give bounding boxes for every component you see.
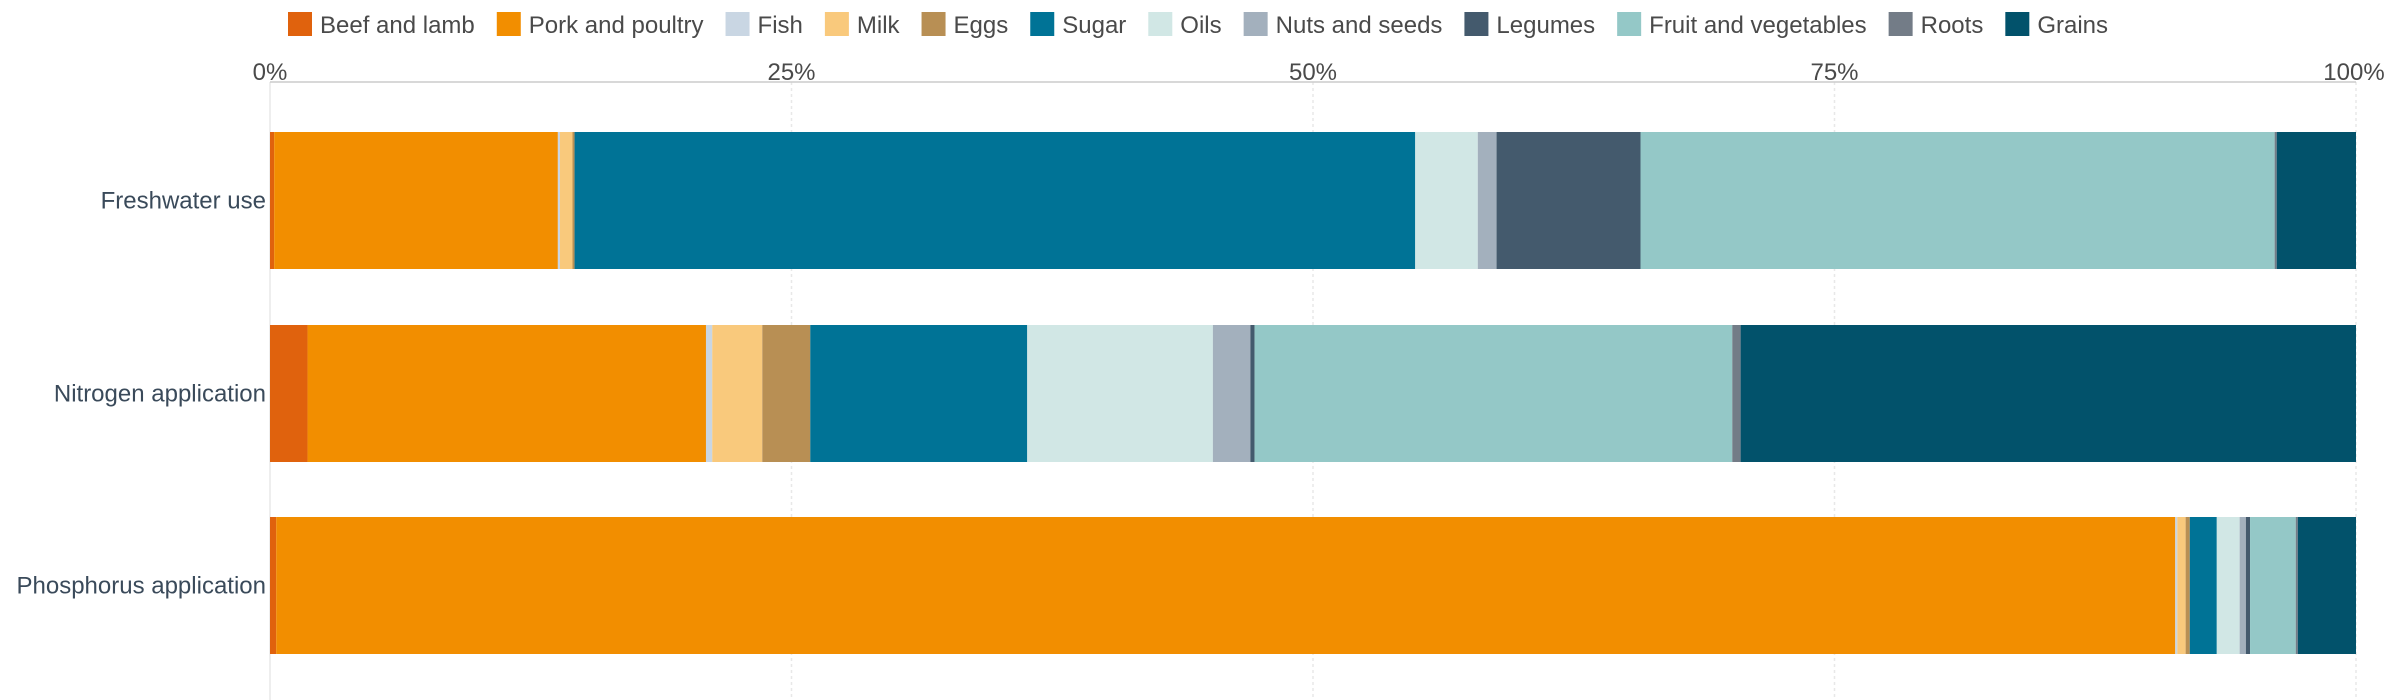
legend-swatch-eggs xyxy=(921,12,946,36)
legend-item-beef-and-lamb: Beef and lamb xyxy=(288,12,475,39)
bar-segment-nitrogen-application-nuts-and-seeds xyxy=(1212,325,1251,462)
legend-swatch-fruit-and-vegetables xyxy=(1617,12,1642,36)
bar-segment-phosphorus-application-milk xyxy=(2177,517,2186,654)
legend-swatch-legumes xyxy=(1464,12,1489,36)
legend: Beef and lamb Pork and poultry Fish Milk Egg… xyxy=(288,12,2108,39)
legend-swatch-roots xyxy=(1888,12,1913,36)
legend-swatch-grains xyxy=(2005,12,2030,36)
bar-segment-phosphorus-application-roots xyxy=(2295,517,2298,654)
bar-segment-freshwater-use-nuts-and-seeds xyxy=(1477,132,1497,269)
legend-label-eggs: Eggs xyxy=(954,12,1009,39)
legend-label-fruit-and-vegetables: Fruit and vegetables xyxy=(1649,12,1866,39)
legend-item-eggs: Eggs xyxy=(921,12,1009,39)
bar-segment-freshwater-use-legumes xyxy=(1496,132,1641,269)
category-label-nitrogen-application: Nitrogen application xyxy=(54,381,266,408)
bar-segment-nitrogen-application-oils xyxy=(1027,325,1213,462)
bar-segment-freshwater-use-fish xyxy=(557,132,560,269)
bar-segment-nitrogen-application-legumes xyxy=(1250,325,1255,462)
legend-item-fish: Fish xyxy=(725,12,803,39)
bar-segment-nitrogen-application-pork-and-poultry xyxy=(307,325,706,462)
legend-item-oils: Oils xyxy=(1148,12,1222,39)
legend-label-grains: Grains xyxy=(2037,12,2108,39)
legend-swatch-pork-and-poultry xyxy=(496,12,521,36)
bar-segment-phosphorus-application-fruit-and-vegetables xyxy=(2250,517,2296,654)
bar-row-freshwater-use xyxy=(270,132,2356,269)
bar-segment-phosphorus-application-oils xyxy=(2216,517,2240,654)
bar-row-phosphorus-application xyxy=(270,517,2356,654)
bar-segment-nitrogen-application-fish xyxy=(705,325,713,462)
bar-segment-nitrogen-application-beef-and-lamb xyxy=(270,325,308,462)
legend-label-milk: Milk xyxy=(857,12,901,39)
legend-item-roots: Roots xyxy=(1888,12,1984,39)
bar-segment-phosphorus-application-grains xyxy=(2297,517,2356,654)
legend-swatch-nuts-and-seeds xyxy=(1243,12,1268,36)
legend-label-beef-and-lamb: Beef and lamb xyxy=(320,12,475,39)
category-label-phosphorus-application: Phosphorus application xyxy=(16,573,266,600)
bar-segment-nitrogen-application-sugar xyxy=(810,325,1028,462)
bar-segment-freshwater-use-roots xyxy=(2274,132,2277,269)
legend-item-grains: Grains xyxy=(2005,12,2108,39)
legend-item-pork-and-poultry: Pork and poultry xyxy=(496,12,704,39)
bar-segment-nitrogen-application-grains xyxy=(1740,325,2356,462)
bar-segment-freshwater-use-milk xyxy=(559,132,573,269)
bar-segment-phosphorus-application-eggs xyxy=(2185,517,2190,654)
bar-segment-freshwater-use-fruit-and-vegetables xyxy=(1640,132,2275,269)
y-axis: Freshwater use Nitrogen application Phosph… xyxy=(16,188,266,600)
bar-segment-freshwater-use-grains xyxy=(2276,132,2356,269)
bar-segment-nitrogen-application-milk xyxy=(712,325,763,462)
legend-swatch-beef-and-lamb xyxy=(288,12,312,36)
legend-label-pork-and-poultry: Pork and poultry xyxy=(529,12,704,39)
legend-swatch-sugar xyxy=(1030,12,1055,36)
legend-label-roots: Roots xyxy=(1921,12,1984,39)
bar-segment-freshwater-use-sugar xyxy=(574,132,1416,269)
legend-swatch-milk xyxy=(824,12,849,36)
bar-segment-phosphorus-application-nuts-and-seeds xyxy=(2239,517,2246,654)
legend-item-sugar: Sugar xyxy=(1030,12,1126,39)
x-axis: 0% 25% 50% 75% 100% xyxy=(253,59,2385,86)
bar-segment-phosphorus-application-sugar xyxy=(2189,517,2217,654)
legend-label-oils: Oils xyxy=(1180,12,1221,39)
legend-item-milk: Milk xyxy=(824,12,901,39)
bar-segment-phosphorus-application-fish xyxy=(2175,517,2178,654)
legend-swatch-oils xyxy=(1148,12,1173,36)
bar-segment-phosphorus-application-legumes xyxy=(2245,517,2251,654)
legend-item-fruit-and-vegetables: Fruit and vegetables xyxy=(1617,12,1867,39)
bar-segment-freshwater-use-beef-and-lamb xyxy=(270,132,275,269)
bar-segment-phosphorus-application-beef-and-lamb xyxy=(270,517,277,654)
legend-label-sugar: Sugar xyxy=(1062,12,1126,39)
bars xyxy=(270,132,2356,654)
legend-item-nuts-and-seeds: Nuts and seeds xyxy=(1243,12,1443,39)
legend-label-nuts-and-seeds: Nuts and seeds xyxy=(1276,12,1443,39)
bar-row-nitrogen-application xyxy=(270,325,2356,462)
category-label-freshwater-use: Freshwater use xyxy=(101,188,266,215)
legend-label-fish: Fish xyxy=(758,12,803,39)
legend-swatch-fish xyxy=(725,12,750,36)
bar-segment-freshwater-use-oils xyxy=(1415,132,1478,269)
bar-segment-freshwater-use-pork-and-poultry xyxy=(274,132,558,269)
bar-segment-freshwater-use-eggs xyxy=(572,132,575,269)
bar-segment-phosphorus-application-pork-and-poultry xyxy=(276,517,2176,654)
bar-segment-nitrogen-application-eggs xyxy=(762,325,811,462)
bar-segment-nitrogen-application-fruit-and-vegetables xyxy=(1254,325,1733,462)
bar-segment-nitrogen-application-roots xyxy=(1732,325,1741,462)
legend-label-legumes: Legumes xyxy=(1496,12,1595,39)
legend-item-legumes: Legumes xyxy=(1464,12,1595,39)
